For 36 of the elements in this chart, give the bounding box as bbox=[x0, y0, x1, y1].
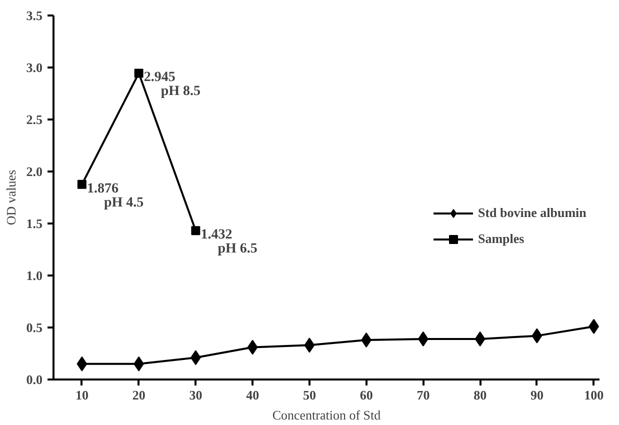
point bbox=[532, 328, 542, 344]
x-tick-label: 30 bbox=[189, 388, 202, 402]
data-label: 1.876 bbox=[86, 181, 118, 196]
y-tick-label: 1.5 bbox=[26, 216, 43, 231]
x-tick-label: 10 bbox=[75, 388, 88, 402]
y-tick-label: 3.5 bbox=[26, 8, 43, 23]
y-tick-label: 2.0 bbox=[26, 164, 42, 179]
annotation: pH 4.5 bbox=[104, 195, 144, 210]
x-tick-label: 70 bbox=[416, 388, 430, 402]
legend-label: Samples bbox=[478, 231, 524, 247]
x-tick-label: 60 bbox=[360, 388, 373, 402]
y-tick-label: 2.5 bbox=[26, 112, 43, 127]
x-tick-label: 50 bbox=[302, 388, 316, 402]
legend-label: Std bovine albumin bbox=[478, 205, 586, 221]
point bbox=[474, 331, 486, 346]
x-axis-title: Concentration of Std bbox=[272, 408, 382, 422]
data-label: 2.945 bbox=[144, 70, 176, 86]
y-tick-label: 3.0 bbox=[26, 60, 42, 75]
point bbox=[247, 340, 258, 355]
x-tick-label: 90 bbox=[530, 388, 544, 402]
point bbox=[304, 338, 315, 353]
point bbox=[191, 226, 200, 236]
x-tick-label: 100 bbox=[584, 388, 604, 402]
y-axis-title: OD values bbox=[3, 170, 18, 226]
y-tick-label: 1.0 bbox=[26, 268, 42, 283]
annotation: pH 6.5 bbox=[218, 242, 258, 257]
x-tick-label: 20 bbox=[132, 388, 146, 402]
x-tick-label: 80 bbox=[474, 388, 487, 402]
point bbox=[134, 68, 144, 78]
data-label: 1.432 bbox=[200, 228, 232, 243]
point bbox=[77, 180, 86, 189]
y-tick-label: 0.5 bbox=[26, 320, 43, 335]
point bbox=[76, 356, 88, 372]
annotation: pH 8.5 bbox=[160, 84, 200, 100]
y-tick-label: 0.0 bbox=[26, 372, 42, 387]
x-tick-label: 40 bbox=[246, 388, 260, 402]
